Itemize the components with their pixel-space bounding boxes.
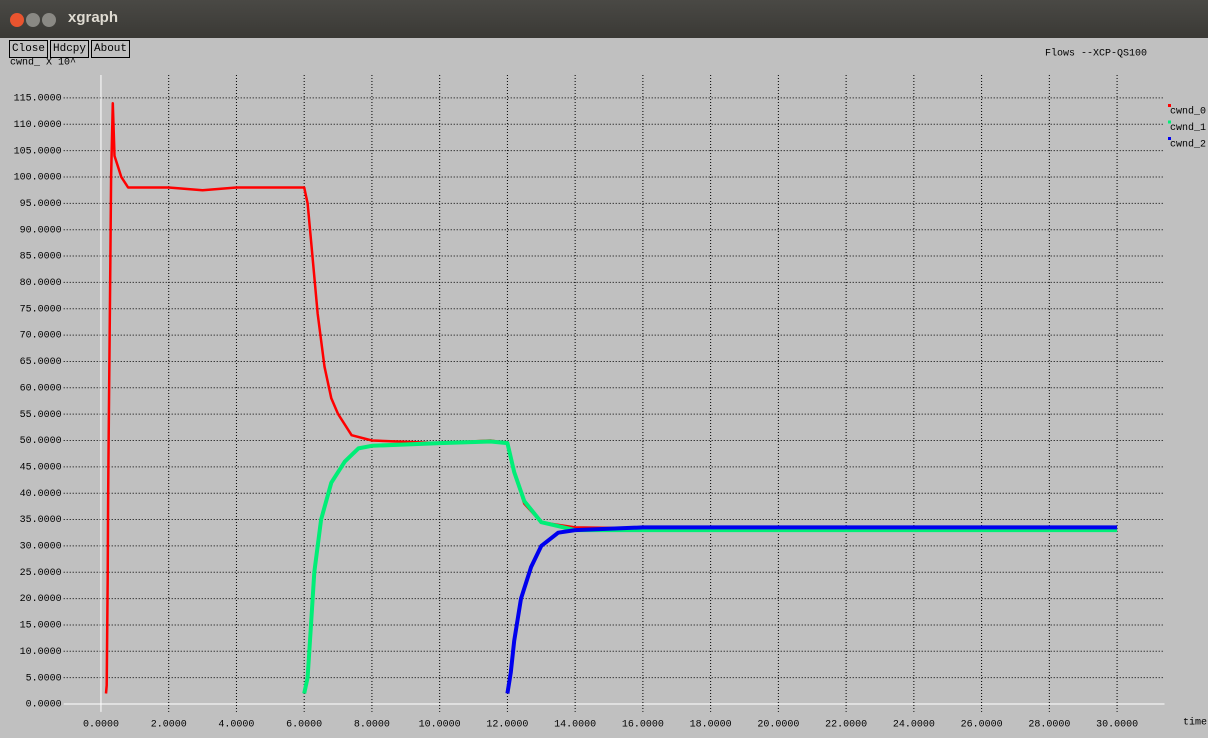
- series-line: [302, 439, 1118, 694]
- y-tick-label: 25.0000: [20, 568, 62, 579]
- legend-label: cwnd_0: [1170, 106, 1206, 118]
- legend-marker: [1168, 137, 1171, 140]
- y-tick-label: 85.0000: [20, 252, 62, 263]
- legend-marker: [1168, 104, 1171, 107]
- y-tick-label: 40.0000: [20, 489, 62, 500]
- y-tick-label: 105.0000: [14, 146, 62, 157]
- y-tick-label: 70.0000: [20, 331, 62, 342]
- x-tick-label: 24.0000: [893, 720, 935, 731]
- x-tick-label: 2.0000: [151, 720, 187, 731]
- about-button[interactable]: About: [91, 40, 131, 58]
- y-tick-label: 5.0000: [26, 673, 62, 684]
- x-tick-label: 22.0000: [825, 720, 867, 731]
- y-tick-label: 110.0000: [14, 120, 62, 131]
- series-line: [104, 101, 1118, 694]
- legend-label: cwnd_1: [1170, 122, 1206, 134]
- y-tick-label: 0.0000: [26, 700, 62, 711]
- x-tick-label: 6.0000: [286, 720, 322, 731]
- legend-label: cwnd_2: [1170, 139, 1206, 151]
- y-tick-label: 65.0000: [20, 357, 62, 368]
- x-axis-label: time: [1183, 717, 1207, 729]
- x-tick-label: 30.0000: [1096, 720, 1138, 731]
- chart-title: Flows --XCP-QS100: [1045, 48, 1147, 60]
- y-tick-label: 55.0000: [20, 410, 62, 421]
- y-tick-label: 80.0000: [20, 278, 62, 289]
- y-tick-label: 20.0000: [20, 594, 62, 605]
- y-tick-label: 100.0000: [14, 173, 62, 184]
- maximize-window[interactable]: [42, 13, 56, 27]
- minimize-window[interactable]: [26, 13, 40, 27]
- x-tick-label: 4.0000: [218, 720, 254, 731]
- y-tick-label: 35.0000: [20, 515, 62, 526]
- x-tick-label: 20.0000: [757, 720, 799, 731]
- y-tick-label: 115.0000: [14, 94, 62, 105]
- x-tick-label: 12.0000: [486, 720, 528, 731]
- x-tick-label: 16.0000: [622, 720, 664, 731]
- y-tick-label: 90.0000: [20, 225, 62, 236]
- y-tick-label: 45.0000: [20, 462, 62, 473]
- y-tick-label: 95.0000: [20, 199, 62, 210]
- y-tick-label: 30.0000: [20, 542, 62, 553]
- legend-marker: [1168, 120, 1171, 124]
- series-line: [505, 525, 1118, 694]
- x-tick-label: 0.0000: [83, 720, 119, 731]
- y-tick-label: 75.0000: [20, 304, 62, 315]
- y-tick-label: 60.0000: [20, 383, 62, 394]
- x-tick-label: 14.0000: [554, 720, 596, 731]
- x-tick-label: 28.0000: [1028, 720, 1070, 731]
- y-tick-label: 50.0000: [20, 436, 62, 447]
- close-window[interactable]: [10, 13, 24, 27]
- y-tick-label: 15.0000: [20, 621, 62, 632]
- x-tick-label: 10.0000: [419, 720, 461, 731]
- x-tick-label: 8.0000: [354, 720, 390, 731]
- title-bar: xgraph: [0, 0, 1208, 38]
- y-tick-label: 10.0000: [20, 647, 62, 658]
- close-button[interactable]: Close: [9, 40, 49, 58]
- window-controls: [10, 13, 56, 27]
- y-axis-label: cwnd_ X 10^: [10, 57, 76, 69]
- window-title: xgraph: [68, 9, 119, 26]
- x-tick-label: 18.0000: [690, 720, 732, 731]
- hdcpy-button[interactable]: Hdcpy: [50, 40, 90, 58]
- x-tick-label: 26.0000: [961, 720, 1003, 731]
